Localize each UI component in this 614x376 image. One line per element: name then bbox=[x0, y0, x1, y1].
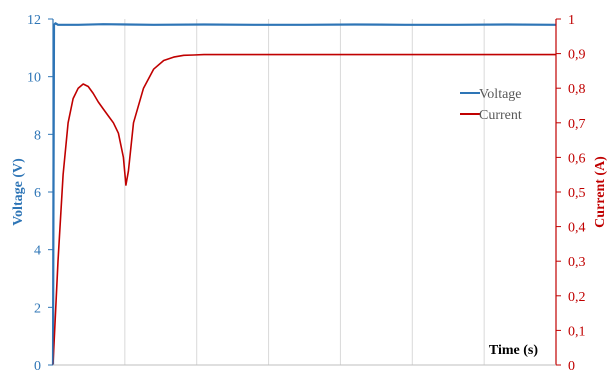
series-line-voltage bbox=[51, 22, 557, 366]
legend-label-current: Current bbox=[479, 108, 522, 123]
series-line-current bbox=[52, 53, 556, 366]
right-axis-tick-label: 0,2 bbox=[568, 290, 586, 305]
left-axis-tick-label: 6 bbox=[34, 186, 41, 201]
right-axis-ticks: 0 0,1 0,2 0,3 0,4 0,5 0,6 0,7 0,8 0,9 1 bbox=[556, 13, 586, 374]
right-axis-tick-label: 0,1 bbox=[568, 324, 586, 339]
right-axis-tick-label: 0,9 bbox=[568, 48, 586, 63]
y-axis-left-title: Voltage (V) bbox=[11, 158, 26, 226]
right-axis-tick-label: 1 bbox=[568, 13, 575, 28]
left-axis-ticks: 0 2 4 6 8 10 12 bbox=[27, 13, 53, 374]
legend: Voltage Current bbox=[460, 87, 522, 123]
left-axis-tick-label: 4 bbox=[34, 244, 41, 259]
right-axis-tick-label: 0,7 bbox=[568, 117, 586, 132]
right-axis-tick-label: 0 bbox=[568, 359, 575, 374]
right-axis-tick-label: 0,3 bbox=[568, 255, 586, 270]
right-axis-tick-label: 0,6 bbox=[568, 151, 586, 166]
left-axis-tick-label: 0 bbox=[34, 359, 41, 374]
y-axis-right-title: Current (A) bbox=[593, 156, 608, 228]
left-axis-tick-label: 8 bbox=[34, 128, 41, 143]
x-axis-title: Time (s) bbox=[489, 343, 538, 358]
right-axis-tick-label: 0,8 bbox=[568, 82, 586, 97]
legend-label-voltage: Voltage bbox=[479, 87, 522, 102]
right-axis-tick-label: 0,4 bbox=[568, 221, 586, 236]
vertical-gridlines bbox=[124, 19, 557, 365]
series-lines bbox=[51, 22, 557, 366]
left-axis-tick-label: 2 bbox=[34, 301, 41, 316]
left-axis-tick-label: 12 bbox=[27, 13, 41, 28]
right-axis-tick-label: 0,5 bbox=[568, 186, 586, 201]
left-axis-tick-label: 10 bbox=[27, 71, 41, 86]
